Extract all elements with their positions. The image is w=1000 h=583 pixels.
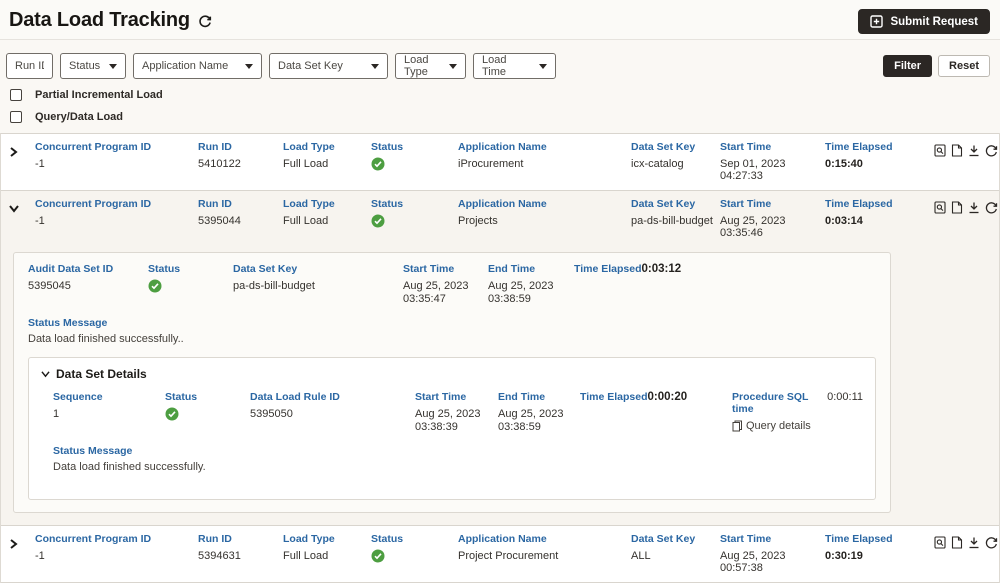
view-log-icon[interactable]	[934, 536, 946, 549]
chevron-down-icon	[539, 63, 547, 69]
table-row[interactable]: Concurrent Program ID -1 Run ID 5394631 Lo…	[1, 525, 999, 582]
submit-request-button[interactable]: Submit Request	[858, 9, 990, 34]
table-row[interactable]: Concurrent Program ID -1 Run ID 5395044 Lo…	[1, 190, 999, 247]
export-document-icon[interactable]	[951, 536, 963, 549]
download-icon[interactable]	[968, 201, 980, 214]
checkbox-icon	[10, 111, 22, 123]
status-success-icon	[165, 407, 179, 424]
chevron-down-icon	[109, 63, 117, 69]
load-time-dropdown[interactable]: Load Time	[473, 53, 556, 79]
expanded-row-detail: Audit Data Set ID 5395045 Status Data Set…	[1, 247, 999, 525]
run-list: Concurrent Program ID -1 Run ID 5410122 Lo…	[0, 133, 1000, 583]
checkbox-icon	[10, 89, 22, 101]
run-id-input[interactable]	[6, 53, 53, 79]
download-icon[interactable]	[968, 536, 980, 549]
refresh-icon[interactable]	[198, 14, 212, 28]
status-dropdown[interactable]: Status	[60, 53, 126, 79]
filter-bar: Status Application Name Data Set Key Loa…	[0, 40, 1000, 79]
rerun-icon[interactable]	[985, 536, 998, 549]
data-set-details-panel: Data Set Details Sequence 1 Status Data L…	[28, 357, 876, 500]
export-document-icon[interactable]	[951, 201, 963, 214]
status-success-icon	[371, 214, 385, 231]
chevron-down-icon	[41, 370, 50, 378]
partial-incremental-load-checkbox[interactable]: Partial Incremental Load	[10, 89, 992, 101]
filter-checkboxes: Partial Incremental Load Query/Data Load	[0, 79, 1000, 123]
page-title: Data Load Tracking	[9, 9, 190, 31]
rerun-icon[interactable]	[985, 144, 998, 157]
query-data-load-checkbox[interactable]: Query/Data Load	[10, 111, 992, 123]
status-success-icon	[371, 157, 385, 174]
chevron-right-icon[interactable]	[9, 141, 35, 157]
chevron-right-icon[interactable]	[9, 533, 35, 549]
table-row[interactable]: Concurrent Program ID -1 Run ID 5410122 Lo…	[1, 133, 999, 190]
status-message: Data load finished successfully..	[28, 333, 184, 345]
status-message: Data load finished successfully.	[53, 461, 206, 473]
chevron-down-icon[interactable]	[9, 198, 35, 213]
view-log-icon[interactable]	[934, 144, 946, 157]
reset-button[interactable]: Reset	[938, 55, 990, 77]
view-log-icon[interactable]	[934, 201, 946, 214]
load-type-dropdown[interactable]: Load Type	[395, 53, 466, 79]
status-success-icon	[371, 549, 385, 566]
document-icon	[732, 420, 743, 432]
export-document-icon[interactable]	[951, 144, 963, 157]
page-header: Data Load Tracking Submit Request	[0, 0, 1000, 40]
application-name-dropdown[interactable]: Application Name	[133, 53, 262, 79]
status-success-icon	[148, 279, 162, 296]
query-details-link[interactable]: Query details	[732, 420, 863, 432]
chevron-down-icon	[449, 63, 457, 69]
audit-detail-panel: Audit Data Set ID 5395045 Status Data Set…	[13, 252, 891, 513]
chevron-down-icon	[371, 63, 379, 69]
plus-box-icon	[870, 15, 884, 28]
data-set-key-dropdown[interactable]: Data Set Key	[269, 53, 388, 79]
download-icon[interactable]	[968, 144, 980, 157]
filter-button[interactable]: Filter	[883, 55, 933, 77]
data-set-details-toggle[interactable]: Data Set Details	[41, 367, 863, 381]
rerun-icon[interactable]	[985, 201, 998, 214]
chevron-down-icon	[245, 63, 253, 69]
